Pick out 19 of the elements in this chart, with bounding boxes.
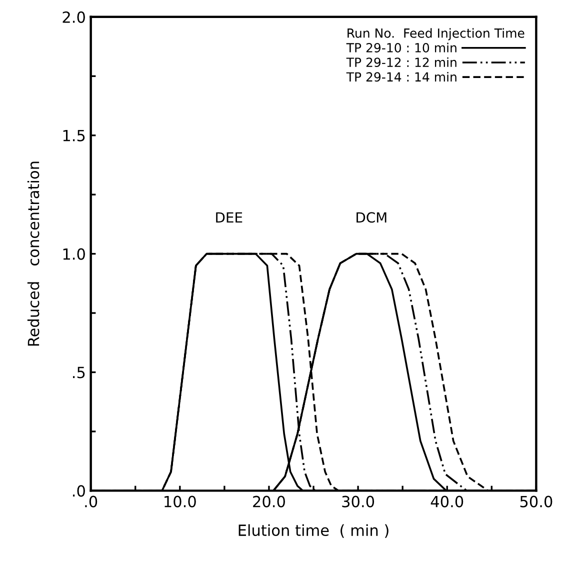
y-tick-label: 1.0 (63, 248, 85, 260)
annotation: DEE (216, 212, 242, 222)
legend-label: TP 29-10 : 10 min (346, 42, 456, 52)
y-tick-label: .0 (73, 485, 85, 497)
legend-label: TP 29-14 : 14 min (346, 72, 456, 82)
y-tick-label: 2.0 (62, 11, 85, 23)
annotation: DCM (356, 212, 386, 223)
legend-label: TP 29-12 : 12 min (346, 57, 456, 68)
y-tick-label: .5 (73, 366, 85, 378)
y-axis-title: Reduced concentration (27, 162, 40, 346)
x-tick-label: 10.0 (164, 496, 196, 508)
x-tick-label: 40.0 (430, 496, 464, 508)
legend-title: Run No. Feed Injection Time (348, 28, 524, 40)
y-tick-label: 1.5 (63, 130, 85, 142)
x-tick-label: 20.0 (253, 496, 285, 508)
x-tick-label: 50.0 (520, 496, 552, 508)
x-tick-label: .0 (85, 496, 98, 508)
x-tick-label: 30.0 (342, 496, 374, 508)
x-axis-title: Elution time ( min ) (238, 524, 388, 538)
